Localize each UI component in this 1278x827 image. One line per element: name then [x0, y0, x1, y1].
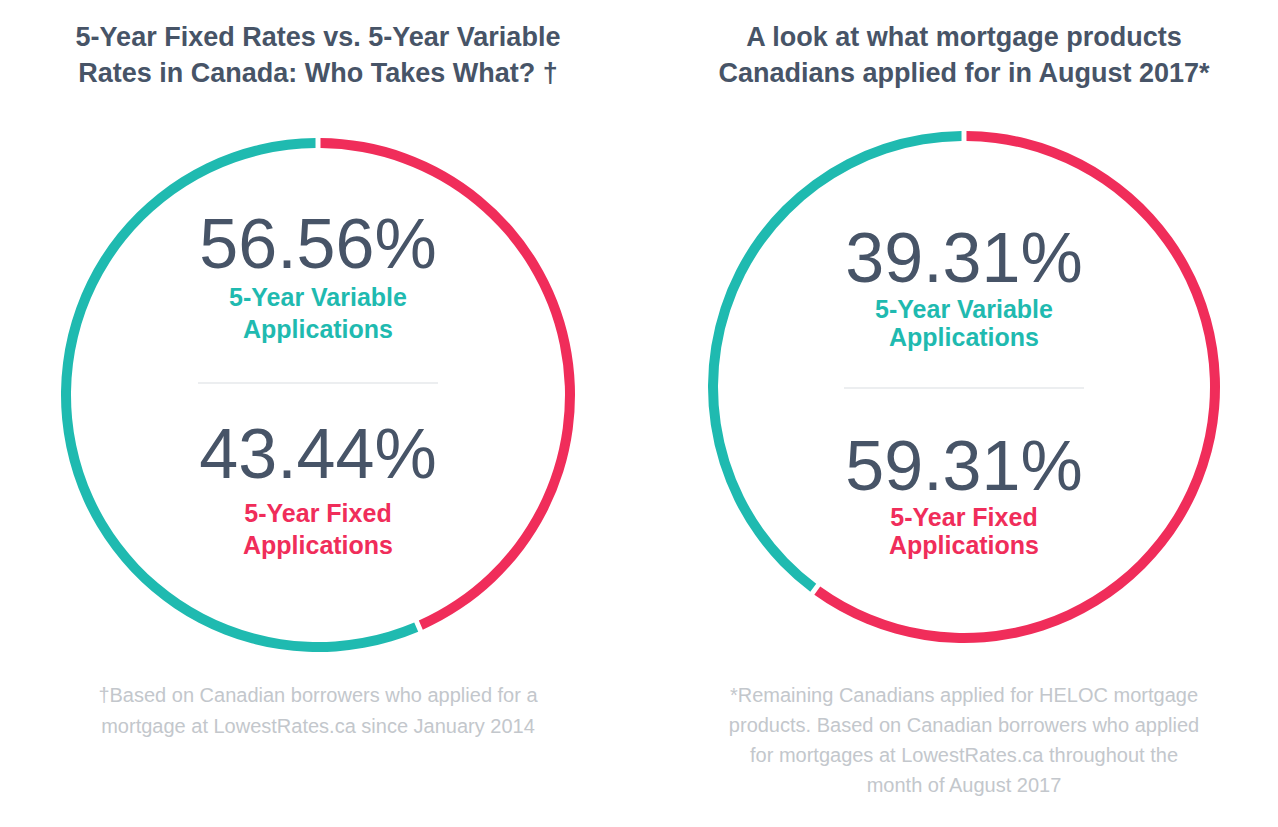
label-line: 5-Year Variable: [229, 283, 407, 311]
category-label: 5-Year Fixed Applications: [243, 499, 393, 559]
footnote: *Remaining Canadians applied for HELOC m…: [730, 684, 1198, 706]
chart-title: A look at what mortgage products: [746, 22, 1182, 52]
chart-title: 5-Year Fixed Rates vs. 5-Year Variable: [76, 22, 561, 52]
chart-title: Rates in Canada: Who Takes What? †: [78, 58, 558, 88]
category-label: 5-Year VariableApplications: [875, 295, 1053, 351]
label-line: Applications: [889, 531, 1039, 559]
category-label: 5-Year FixedApplications: [889, 503, 1039, 559]
donut-chart: 5-Year Fixed Rates vs. 5-Year Variable Ra…: [61, 22, 575, 737]
label-line: Applications: [889, 323, 1039, 351]
divider: [198, 383, 438, 384]
value-label: 56.56%: [199, 205, 436, 283]
footnote: mortgage at LowestRates.ca since January…: [101, 715, 535, 737]
donut-slice: [814, 131, 1220, 643]
chart-canvas: 5-Year Fixed Rates vs. 5-Year Variable Ra…: [0, 0, 1278, 827]
chart-title: Canadians applied for in August 2017*: [718, 58, 1210, 88]
label-line: 5-Year Variable: [875, 295, 1053, 323]
footnote: month of August 2017: [867, 774, 1062, 796]
footnote: †Based on Canadian borrowers who applied…: [98, 684, 538, 706]
label-line: 5-Year Fixed: [890, 503, 1037, 531]
label-line: Applications: [243, 531, 393, 559]
value-label: 39.31%: [845, 219, 1082, 297]
divider: [844, 388, 1084, 389]
ring: [708, 131, 1220, 643]
label-line: 5-Year Fixed: [244, 499, 391, 527]
value-label: 59.31%: [845, 427, 1082, 505]
footnote: for mortgages at LowestRates.ca througho…: [750, 744, 1178, 766]
footnote: products. Based on Canadian borrowers wh…: [729, 714, 1199, 736]
value-label: 43.44%: [199, 415, 436, 493]
category-label: 5-Year Variable Applications: [229, 283, 407, 343]
label-line: Applications: [243, 315, 393, 343]
donut-chart: A look at what mortgage products Canadian…: [708, 22, 1220, 796]
ring: [61, 138, 575, 652]
